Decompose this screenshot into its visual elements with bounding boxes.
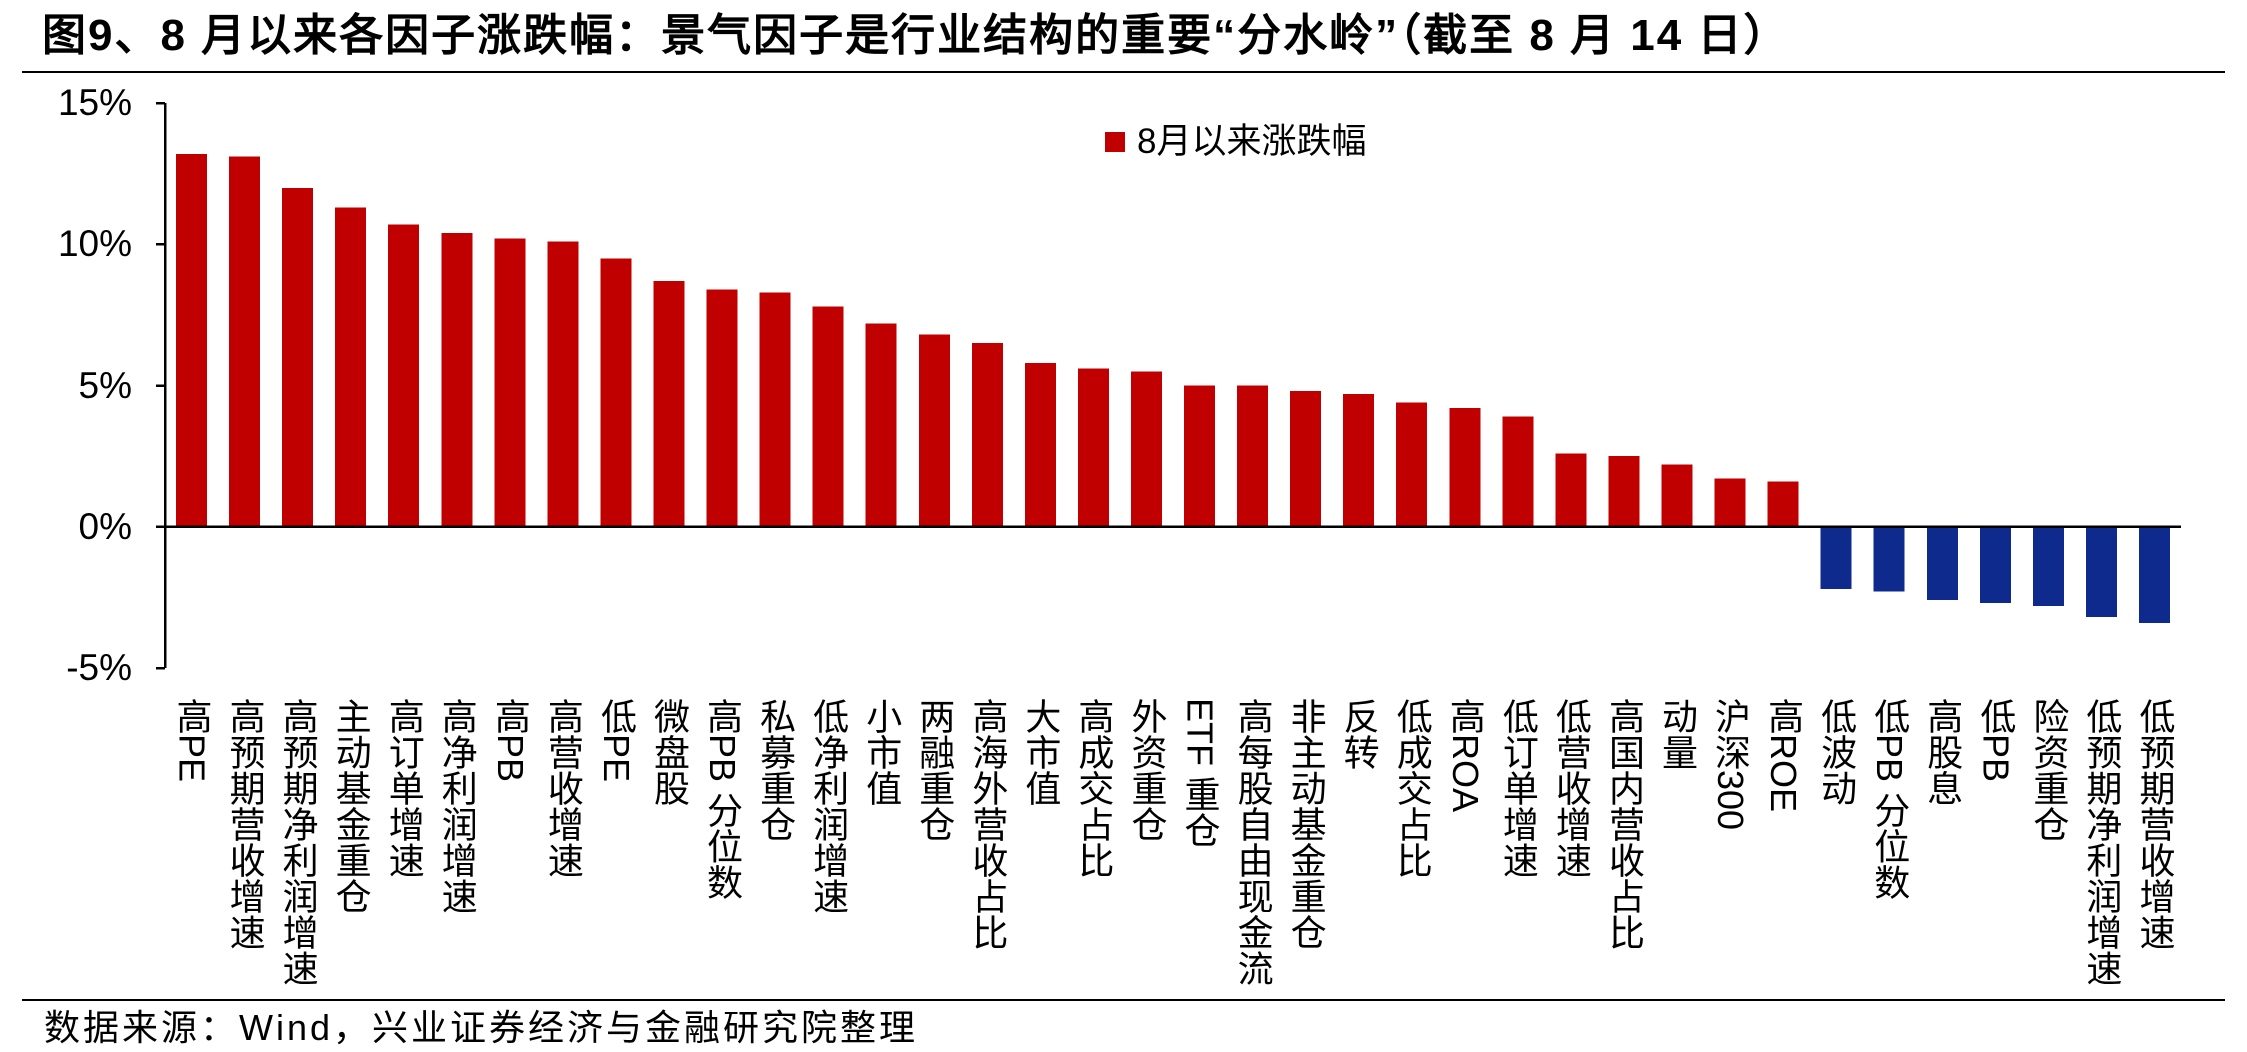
bar [2138, 526, 2170, 623]
x-tick-label: 主动基金重仓 [330, 698, 372, 914]
bar [1820, 526, 1852, 589]
bar [653, 280, 685, 527]
x-tick-label: 高营收增速 [542, 698, 584, 878]
legend: 8月以来涨跌幅 [1105, 121, 1366, 163]
bar [1130, 371, 1162, 527]
bar [1184, 385, 1216, 527]
x-tick-label: 高海外营收占比 [967, 698, 1009, 950]
x-tick-label: 大市值 [1020, 698, 1062, 806]
bar [1661, 464, 1693, 527]
source-rule [22, 999, 2225, 1001]
x-tick-label: ETF 重仓 [1179, 698, 1221, 848]
legend-swatch [1105, 132, 1125, 152]
y-tick-label: 10% [57, 223, 132, 265]
x-tick-label: 高预期营收增速 [224, 698, 266, 950]
source-note: 数据来源：Wind，兴业证券经济与金融研究院整理 [44, 1007, 919, 1048]
bar [1608, 456, 1640, 527]
x-tick-label: 非主动基金重仓 [1285, 698, 1327, 950]
bar [547, 241, 579, 527]
x-tick-label: 高PB [489, 698, 531, 783]
bar [759, 292, 791, 527]
x-tick-label: 低净利润增速 [808, 698, 850, 914]
x-tick-label: 微盘股 [649, 698, 690, 806]
x-tick-label: 高ROA [1444, 698, 1486, 813]
x-tick-label: 低PB 分位数 [1869, 698, 1911, 901]
x-tick-label: 外资重仓 [1126, 698, 1168, 842]
bar [1024, 362, 1056, 527]
x-tick-label: 高PB 分位数 [702, 698, 744, 901]
x-tick-label: 高ROE [1763, 698, 1805, 813]
x-tick-label: 私募重仓 [755, 698, 797, 842]
bar [1767, 481, 1799, 527]
bar [388, 224, 420, 527]
bar [1502, 416, 1534, 527]
x-tick-label: 高成交占比 [1073, 698, 1115, 878]
x-tick-label: 反转 [1338, 698, 1380, 770]
x-tick-label: 险资重仓 [2028, 698, 2070, 842]
x-tick-label: 两融重仓 [914, 698, 956, 842]
y-tick-label: -5% [66, 647, 132, 688]
x-tick-label: 小市值 [861, 698, 903, 806]
x-tick-label: 高净利润增速 [436, 698, 478, 914]
bar [494, 238, 526, 527]
x-tick-label: 高订单增速 [383, 698, 425, 878]
bar [918, 334, 950, 527]
bar [2032, 526, 2064, 606]
bar [335, 207, 367, 527]
bar [600, 258, 632, 527]
x-tick-label: 低PB [1975, 698, 2017, 783]
x-tick-label: 低成交占比 [1391, 698, 1433, 878]
bar [1396, 402, 1428, 527]
x-tick-label: 低PE [595, 698, 637, 783]
x-tick-label: 高每股自由现金流 [1232, 698, 1274, 986]
x-tick-label: 低波动 [1816, 698, 1858, 806]
bar [1343, 393, 1375, 527]
x-tick-label: 低预期营收增速 [2134, 698, 2176, 950]
bars-group [176, 153, 2170, 623]
bar [1979, 526, 2011, 604]
x-tick-label: 高预期净利润增速 [277, 698, 319, 986]
bar [1873, 526, 1905, 592]
bar [1555, 453, 1587, 527]
y-tick-label: 15% [57, 82, 132, 123]
x-tick-label: 高股息 [1922, 698, 1964, 806]
bar [1237, 385, 1269, 527]
bar [812, 306, 844, 527]
x-tick-label: 低订单增速 [1497, 698, 1539, 878]
bar [441, 232, 473, 527]
bar [2085, 526, 2117, 618]
bar [1077, 368, 1109, 527]
bar [1449, 408, 1481, 527]
x-tick-label: 高PE [171, 698, 213, 783]
x-tick-label: 低预期净利润增速 [2081, 698, 2123, 986]
bar [706, 289, 738, 527]
title-rule [22, 71, 2225, 73]
bar [282, 187, 314, 527]
bar [865, 323, 897, 527]
x-tick-label: 动量 [1657, 698, 1698, 770]
bar [176, 153, 208, 527]
bar [971, 343, 1003, 527]
y-tick-label: 0% [78, 505, 132, 547]
x-tick-label: 高国内营收占比 [1603, 698, 1645, 950]
bar [229, 156, 261, 527]
legend-label: 8月以来涨跌幅 [1137, 122, 1367, 161]
bar [1926, 526, 1958, 601]
bar [1714, 478, 1746, 527]
x-tick-label: 沪深300 [1710, 698, 1752, 831]
chart-title: 图9、8 月以来各因子涨跌幅：景气因子是行业结构的重要“分水岭”（截至 8 月 … [42, 11, 1790, 60]
y-ticks-group [156, 101, 165, 670]
bar [1290, 391, 1322, 527]
x-tick-label: 低营收增速 [1550, 698, 1592, 878]
y-tick-label: 5% [78, 364, 132, 406]
